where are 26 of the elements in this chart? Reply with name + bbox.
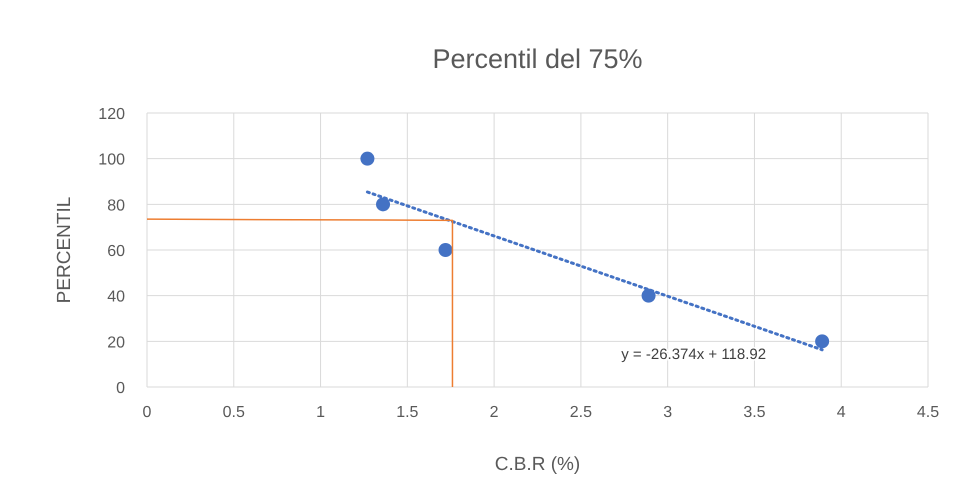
x-tick-label: 1	[316, 404, 326, 421]
y-tick-label: 100	[98, 152, 126, 169]
x-tick-label: 2	[490, 404, 499, 421]
y-tick-label: 0	[116, 380, 126, 397]
x-axis-title: C.B.R (%)	[494, 454, 580, 475]
point	[815, 334, 830, 348]
x-tick-label: 3.5	[743, 404, 766, 421]
annotation: y = -26.374x + 118.92	[621, 346, 766, 363]
point	[360, 152, 374, 166]
y-tick-label: 120	[98, 106, 126, 123]
y-tick-label: 80	[107, 197, 126, 214]
y-tick-label: 60	[107, 243, 126, 260]
point	[438, 243, 453, 257]
x-tick-label: 1.5	[396, 404, 419, 421]
y-tick-label: 40	[107, 288, 126, 306]
x-tick-label: 4	[836, 404, 846, 421]
x-tick-label: 0	[142, 404, 152, 421]
x-tick-label: 2.5	[570, 404, 592, 421]
x-tick-label: 3	[663, 404, 672, 421]
point	[642, 288, 656, 303]
chart-title: Percentil del 75%	[432, 44, 643, 74]
y-axis-title: PERCENTIL	[54, 196, 75, 304]
x-tick-label: 4.5	[916, 404, 940, 421]
x-tick-label: 0.5	[222, 404, 245, 421]
y-tick-label: 20	[107, 334, 126, 352]
point	[376, 197, 390, 212]
